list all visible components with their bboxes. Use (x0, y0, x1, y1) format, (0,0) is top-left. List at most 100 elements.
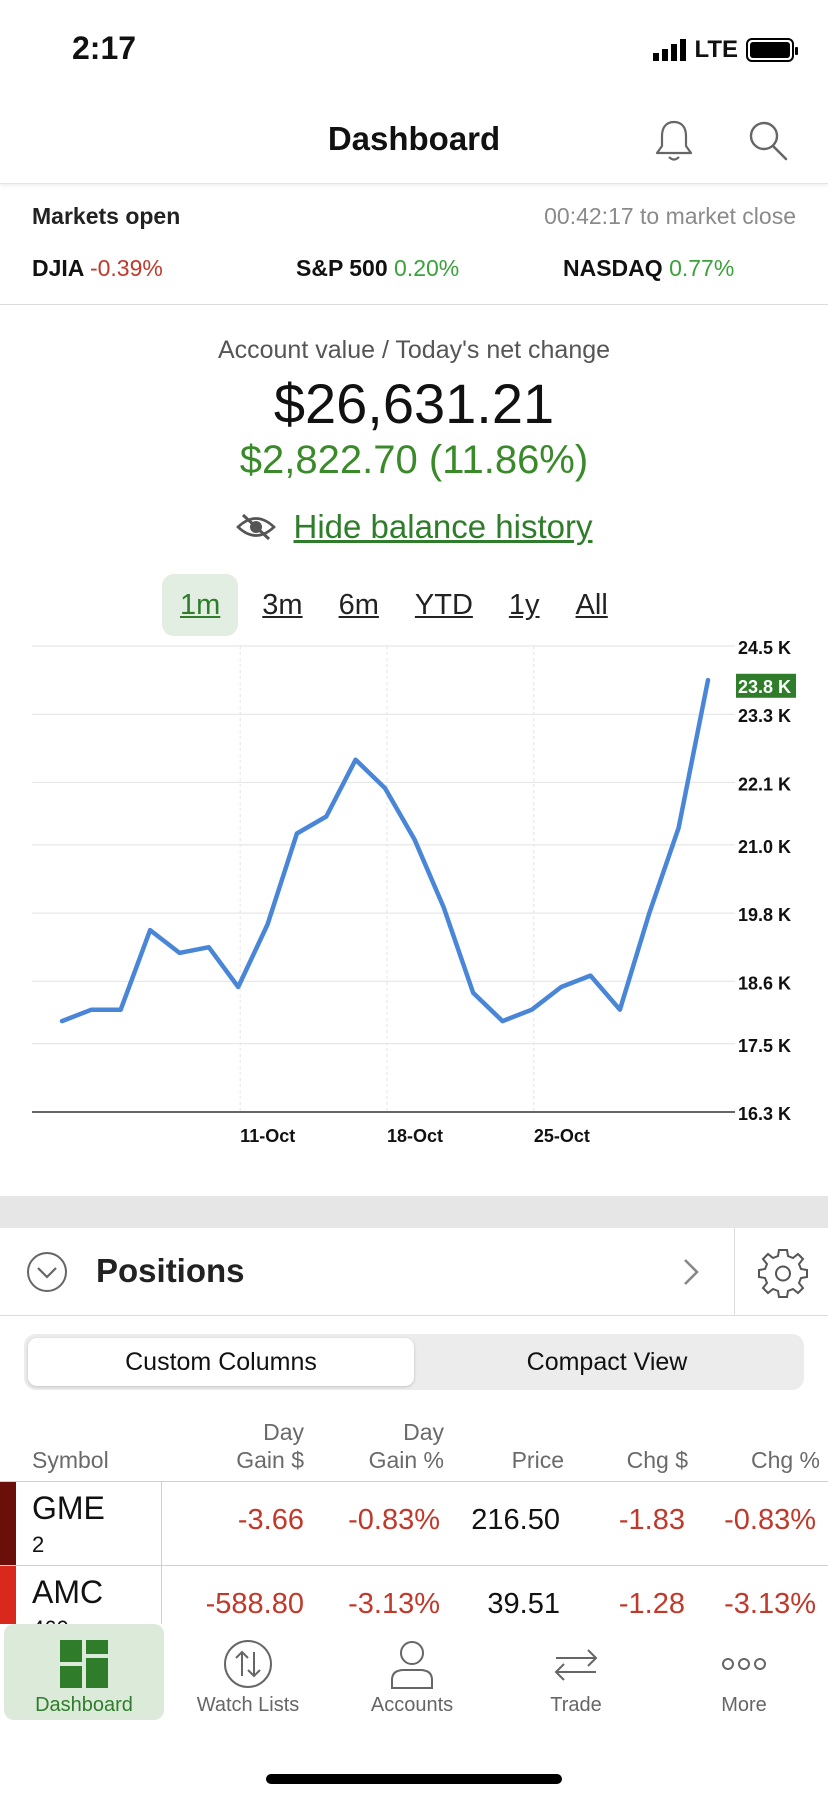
search-icon[interactable] (746, 116, 790, 164)
status-time: 2:17 (72, 30, 137, 66)
collapse-circle-icon[interactable] (26, 1251, 68, 1293)
row-day-gain-dollar: -588.80 (205, 1588, 304, 1620)
y-tick-label: 22.1 K (738, 774, 791, 794)
row-quantity: 460 (32, 1616, 69, 1626)
app-header: Dashboard (0, 100, 828, 184)
positions-title: Positions (96, 1252, 245, 1289)
chevron-right-icon[interactable] (676, 1254, 706, 1290)
market-summary: Markets open 00:42:17 to market close DJ… (0, 185, 828, 305)
account-net-change: $2,822.70 (11.86%) (239, 438, 589, 482)
positions-header: Positions (0, 1228, 828, 1316)
row-day-gain-pct: -3.13% (348, 1588, 440, 1620)
index-name: NASDAQ (563, 255, 663, 281)
bottom-tab-bar: Dashboard Watch Lists Accounts Trade (0, 1624, 828, 1720)
table-row[interactable]: GME 2 -3.66 -0.83% 216.50 -1.83 -0.83% (0, 1482, 828, 1566)
col-day-gain-pct-top[interactable]: Day (403, 1419, 444, 1445)
symbol-cell: AMC 460 (16, 1566, 162, 1626)
range-tab-6m[interactable]: 6m (338, 589, 379, 621)
account-summary: Account value / Today's net change $26,6… (0, 336, 828, 483)
index-sp500[interactable]: S&P 500 0.20% (296, 255, 459, 282)
segment-custom-columns[interactable]: Custom Columns (28, 1338, 414, 1386)
tab-accounts[interactable]: Accounts (332, 1624, 492, 1720)
range-tabs: 1m 3m 6m YTD 1y All (162, 574, 626, 636)
more-dots-icon (722, 1658, 766, 1670)
status-bar: 2:17 LTE (0, 0, 828, 100)
index-djia[interactable]: DJIA -0.39% (32, 255, 163, 282)
y-tick-label: 24.5 K (738, 640, 791, 658)
row-symbol: GME (32, 1490, 105, 1526)
dashboard-grid-icon (60, 1640, 108, 1688)
trade-arrows-icon (554, 1649, 598, 1681)
row-color-bar (0, 1482, 16, 1565)
tab-label: Dashboard (35, 1694, 133, 1716)
range-tab-1m[interactable]: 1m (162, 574, 239, 636)
current-value-badge (736, 673, 796, 698)
row-symbol: AMC (32, 1574, 104, 1610)
current-value-label: 23.8 K (738, 677, 791, 697)
hide-balance-label: Hide balance history (293, 508, 593, 545)
account-value: $26,631.21 (273, 372, 555, 435)
row-chg-pct: -0.83% (724, 1504, 816, 1536)
col-chg-dollar[interactable]: Chg $ (626, 1447, 688, 1473)
col-price[interactable]: Price (511, 1447, 564, 1473)
page-title: Dashboard (327, 120, 501, 157)
tab-trade[interactable]: Trade (496, 1624, 656, 1720)
table-row[interactable]: AMC 460 -588.80 -3.13% 39.51 -1.28 -3.13… (0, 1566, 828, 1626)
section-divider (0, 1196, 828, 1228)
positions-table-header: Symbol Day Gain $ Day Gain % Price Chg $… (0, 1416, 828, 1482)
index-change: 0.77% (669, 255, 735, 281)
index-change: 0.20% (394, 255, 460, 281)
bell-icon[interactable] (652, 116, 696, 164)
col-day-gain-dollar-bottom[interactable]: Gain $ (236, 1447, 304, 1473)
row-day-gain-pct: -0.83% (348, 1504, 440, 1536)
person-icon (391, 1641, 433, 1689)
home-indicator (266, 1774, 562, 1784)
tab-dashboard[interactable]: Dashboard (4, 1624, 164, 1720)
col-day-gain-pct-bottom[interactable]: Gain % (368, 1447, 444, 1473)
x-tick-label: 11-Oct (240, 1126, 295, 1146)
symbol-cell: GME 2 (16, 1482, 162, 1565)
balance-series-line (59, 677, 711, 1024)
market-status: Markets open (32, 203, 181, 229)
network-type: LTE (694, 36, 738, 63)
account-label: Account value / Today's net change (217, 336, 611, 364)
index-name: DJIA (32, 255, 84, 281)
col-symbol[interactable]: Symbol (32, 1447, 109, 1473)
hide-balance-toggle[interactable]: Hide balance history (0, 508, 828, 546)
segment-compact-view[interactable]: Compact View (526, 1348, 688, 1376)
index-change: -0.39% (89, 255, 163, 281)
header-divider (734, 1228, 735, 1316)
range-tab-3m[interactable]: 3m (262, 589, 303, 621)
col-chg-pct[interactable]: Chg % (750, 1447, 820, 1473)
signal-icon (653, 39, 687, 61)
row-chg-dollar: -1.28 (618, 1588, 685, 1620)
y-tick-label: 23.3 K (738, 706, 791, 726)
row-color-bar (0, 1566, 16, 1626)
row-price: 39.51 (487, 1588, 560, 1620)
range-tab-1y[interactable]: 1y (508, 589, 540, 621)
y-tick-label: 21.0 K (738, 837, 791, 857)
index-nasdaq[interactable]: NASDAQ 0.77% (563, 255, 734, 282)
gear-icon[interactable] (756, 1246, 810, 1300)
row-day-gain-dollar: -3.66 (237, 1504, 304, 1536)
y-tick-label: 19.8 K (738, 905, 791, 925)
row-quantity: 2 (32, 1532, 45, 1557)
market-countdown: 00:42:17 to market close (544, 203, 796, 229)
y-tick-label: 17.5 K (738, 1036, 791, 1056)
tab-label: Watch Lists (196, 1694, 300, 1716)
balance-history-chart[interactable]: 24.5 K 23.3 K 22.1 K 21.0 K 19.8 K 18.6 K 17.5… (0, 640, 828, 1160)
row-chg-pct: -3.13% (724, 1588, 816, 1620)
col-day-gain-dollar-top[interactable]: Day (263, 1419, 304, 1445)
x-tick-label: 18-Oct (387, 1126, 443, 1146)
tab-watch-lists[interactable]: Watch Lists (168, 1624, 328, 1720)
index-name: S&P 500 (296, 255, 388, 281)
tab-label: Trade (550, 1694, 602, 1716)
tab-label: More (721, 1694, 767, 1716)
tab-more[interactable]: More (664, 1624, 824, 1720)
range-tab-all[interactable]: All (575, 589, 608, 621)
view-toggle: Custom Columns Compact View (24, 1334, 804, 1390)
row-price: 216.50 (471, 1504, 560, 1536)
row-chg-dollar: -1.83 (618, 1504, 685, 1536)
range-tab-ytd[interactable]: YTD (414, 589, 473, 621)
watch-lists-icon (224, 1640, 272, 1688)
